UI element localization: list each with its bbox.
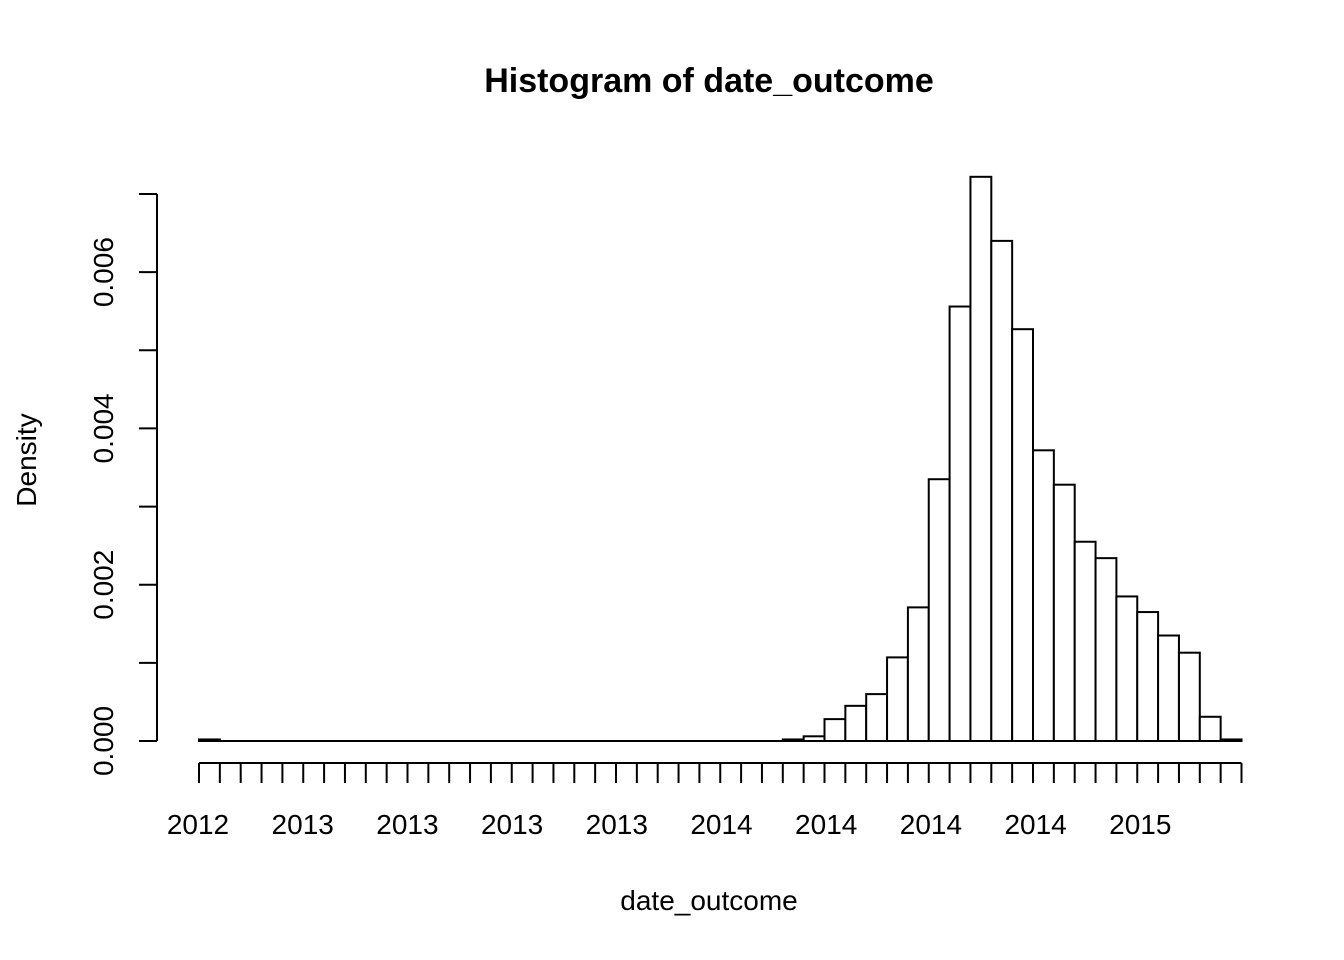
x-tick-label: 2013: [586, 809, 648, 840]
x-tick-label: 2014: [795, 809, 857, 840]
histogram-bar: [1011, 328, 1035, 742]
y-axis: 0.000 0.002 0.004 0.006: [88, 193, 158, 776]
y-tick-label: 0.006: [88, 237, 119, 307]
y-axis-label: Density: [11, 413, 42, 506]
histogram-bar: [969, 175, 993, 742]
histogram-bar: [1219, 738, 1243, 743]
histogram-bar: [802, 735, 826, 742]
chart-title: Histogram of date_outcome: [484, 62, 934, 100]
histogram-bar: [1073, 540, 1097, 742]
x-tick-label: 2013: [272, 809, 334, 840]
histogram-bar: [1198, 715, 1222, 743]
histogram-bar: [844, 704, 868, 743]
y-tick-label: 0.000: [88, 706, 119, 776]
y-tick-label: 0.002: [88, 550, 119, 620]
x-tick-label: 2014: [1004, 809, 1066, 840]
x-tick-label: 2013: [376, 809, 438, 840]
x-tick-label: 2012: [167, 809, 229, 840]
histogram-bars: [198, 175, 1243, 743]
histogram-bar: [823, 718, 847, 742]
histogram-bar: [1094, 557, 1118, 743]
histogram-bar: [781, 738, 805, 743]
histogram-bar: [906, 606, 930, 742]
histogram-bar: [865, 693, 889, 742]
histogram-bar: [886, 656, 909, 743]
x-tick-label: 2014: [900, 809, 962, 840]
histogram-bar: [1177, 651, 1201, 743]
histogram-bar: [1032, 449, 1055, 742]
x-axis-label: date_outcome: [620, 885, 797, 916]
histogram-bar: [990, 239, 1014, 742]
histogram-bar: [1136, 611, 1160, 742]
histogram-bar: [927, 478, 951, 742]
histogram-bar: [198, 738, 221, 743]
x-tick-label: 2015: [1109, 809, 1171, 840]
histogram-bar: [948, 305, 972, 742]
histogram-bar: [1115, 595, 1139, 742]
x-tick-label: 2013: [481, 809, 543, 840]
x-axis: 2012 2013 2013 2013 2013 2014 2014 2014 2014 2015: [167, 762, 1243, 840]
x-tick-label: 2014: [690, 809, 752, 840]
histogram-bar: [1052, 483, 1076, 742]
histogram-bar: [1157, 634, 1180, 743]
y-tick-label: 0.004: [88, 393, 119, 463]
